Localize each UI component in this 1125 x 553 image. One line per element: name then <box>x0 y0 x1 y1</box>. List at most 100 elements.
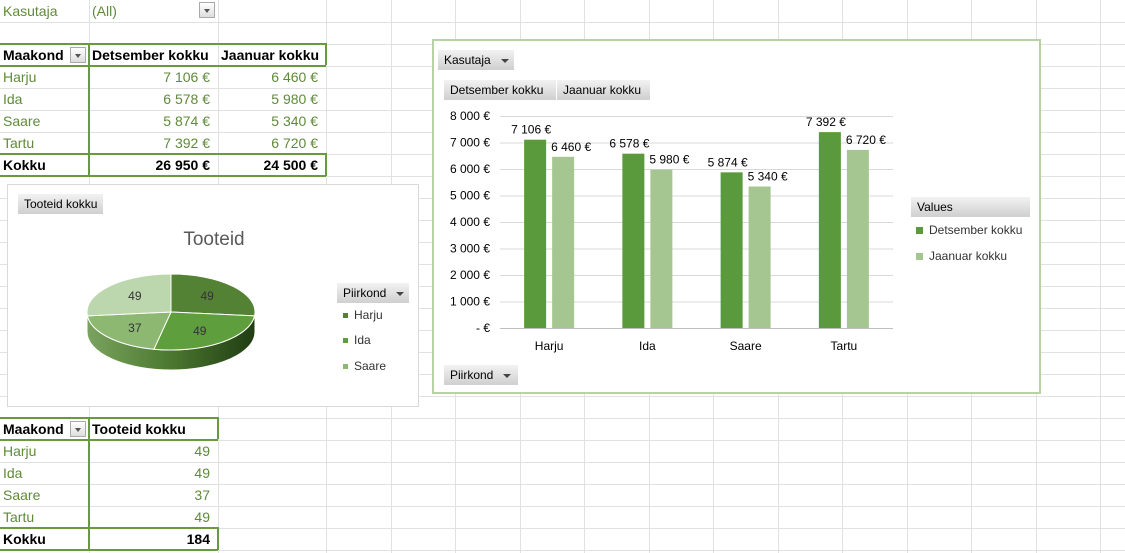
bar-data-label: 5 874 € <box>708 155 748 169</box>
table-border <box>0 527 218 529</box>
bar-saare-1 <box>748 186 771 328</box>
bar-ida-1 <box>650 169 673 328</box>
row-label[interactable]: Saare <box>3 487 41 503</box>
table-border <box>0 417 218 419</box>
row-filter-dropdown-button[interactable] <box>70 421 86 437</box>
legend-label: Ida <box>354 333 371 347</box>
legend-item-ida: Ida <box>343 333 371 347</box>
axis-button-piirkond[interactable]: Piirkond <box>444 365 518 385</box>
pie-data-label: 49 <box>200 289 214 303</box>
legend-label: Jaanuar kokku <box>929 249 1008 263</box>
row-label[interactable]: Ida <box>3 91 23 107</box>
row-label[interactable]: Saare <box>3 113 41 129</box>
pie-slice-ida <box>153 311 256 351</box>
table-cell: 49 <box>194 465 210 481</box>
bar-plot: - € 1 000 € 2 000 € 3 000 € 4 000 € 5 000 € 6 … <box>450 109 893 353</box>
row-filter-dropdown-button[interactable] <box>70 47 86 63</box>
table-border <box>88 417 90 550</box>
dropdown-arrow-icon <box>500 58 509 63</box>
column-header[interactable]: Maakond <box>3 47 64 63</box>
bar-tartu-1 <box>846 149 869 328</box>
legend-swatch <box>343 313 348 319</box>
bar-harju-0 <box>524 139 547 328</box>
table-cell: 6 720 € <box>271 135 318 151</box>
bar-ida-0 <box>622 153 645 328</box>
axis-button-label: Piirkond <box>450 368 494 382</box>
row-label[interactable]: Tartu <box>3 509 35 525</box>
table-border <box>88 43 90 176</box>
legend-label: Detsember kokku <box>929 223 1023 237</box>
column-header[interactable]: Maakond <box>3 421 64 437</box>
pie-slice-harju <box>170 273 256 317</box>
table-border <box>0 65 326 67</box>
filter-value[interactable]: (All) <box>92 3 117 19</box>
filter-dropdown-button[interactable] <box>199 2 215 18</box>
y-tick-label: - € <box>476 321 490 335</box>
table-border <box>0 175 326 177</box>
legend-label: Saare <box>354 359 387 373</box>
row-label[interactable]: Ida <box>3 465 23 481</box>
x-tick-label: Ida <box>639 339 656 353</box>
table-border <box>0 439 218 441</box>
table-cell: 6 460 € <box>271 69 318 85</box>
filter-button-kasutaja[interactable]: Kasutaja <box>438 50 514 70</box>
y-tick-label: 1 000 € <box>450 295 490 309</box>
legend-swatch <box>916 253 923 261</box>
table-cell: 5 980 € <box>271 91 318 107</box>
table-border <box>325 153 327 176</box>
bar-data-label: 6 460 € <box>551 140 591 154</box>
bar-data-label: 5 340 € <box>748 169 788 183</box>
pie-slice-tartu <box>86 273 172 317</box>
total-label: Kokku <box>3 531 46 547</box>
bar-data-label: 7 392 € <box>806 115 846 129</box>
pie-data-label: 37 <box>128 321 142 335</box>
row-label[interactable]: Tartu <box>3 135 35 151</box>
legend-button-piirkond[interactable]: Piirkond <box>337 283 409 303</box>
y-tick-label: 2 000 € <box>450 268 490 282</box>
y-tick-label: 6 000 € <box>450 162 490 176</box>
total-label: Kokku <box>3 157 46 173</box>
filter-label: Kasutaja <box>3 3 58 19</box>
pie-plot: 49 49 37 49 <box>86 273 256 371</box>
pie-data-label: 49 <box>128 289 142 303</box>
value-button-detsember[interactable]: Detsember kokku <box>444 80 556 100</box>
y-tick-label: 5 000 € <box>450 189 490 203</box>
table-cell: 5 874 € <box>163 113 210 129</box>
bar-data-label: 6 578 € <box>609 137 649 151</box>
field-button-tooteid[interactable]: Tooteid kokku <box>18 194 104 214</box>
legend-swatch <box>343 364 348 370</box>
table-cell: 7 392 € <box>163 135 210 151</box>
bar-tartu-0 <box>818 132 841 328</box>
legend-item-saare: Saare <box>343 359 386 373</box>
column-header: Detsember kokku <box>92 47 209 63</box>
x-tick-label: Harju <box>535 339 564 353</box>
legend-button-label: Piirkond <box>343 286 387 300</box>
row-label[interactable]: Harju <box>3 69 37 85</box>
dropdown-arrow-icon <box>396 291 405 296</box>
table-border <box>0 43 326 45</box>
table-cell: 7 106 € <box>163 69 210 85</box>
table-border <box>217 527 219 550</box>
y-tick-label: 3 000 € <box>450 242 490 256</box>
legend-item-jaanuar: Jaanuar kokku <box>916 249 1007 263</box>
legend-item-harju: Harju <box>343 308 383 322</box>
table-border <box>217 417 219 439</box>
bar-data-label: 5 980 € <box>649 153 689 167</box>
table-border <box>325 43 327 65</box>
dropdown-arrow-icon <box>503 373 512 378</box>
table-border <box>0 549 218 551</box>
column-header: Tooteid kokku <box>92 421 186 437</box>
row-label[interactable]: Harju <box>3 443 37 459</box>
bar-chart[interactable]: Kasutaja Detsember kokku Jaanuar kokku -… <box>432 39 1041 394</box>
table-cell: 49 <box>194 443 210 459</box>
pie-data-label: 49 <box>193 324 207 338</box>
pie-chart[interactable]: Tooteid kokku Tooteid 49 49 37 49 Piirkond … <box>7 184 419 407</box>
table-cell: 37 <box>194 487 210 503</box>
table-cell: 6 578 € <box>163 91 210 107</box>
x-tick-label: Saare <box>730 339 762 353</box>
legend-title-values: Values <box>911 197 1030 217</box>
pie-title: Tooteid <box>183 229 245 250</box>
value-button-jaanuar[interactable]: Jaanuar kokku <box>557 80 650 100</box>
bar-data-label: 6 720 € <box>846 133 886 147</box>
total-value: 24 500 € <box>263 157 319 173</box>
